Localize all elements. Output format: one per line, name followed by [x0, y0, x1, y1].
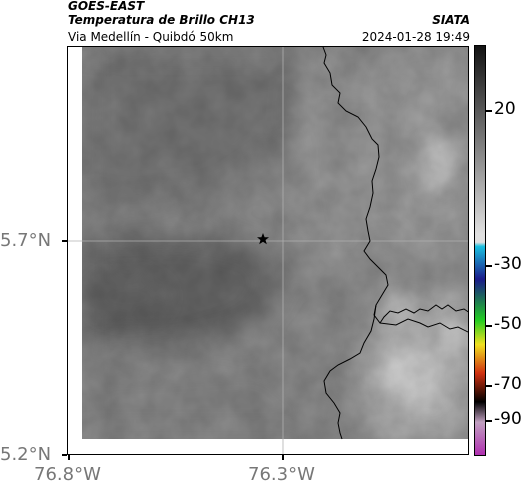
- colorbar-tick: [486, 325, 492, 327]
- region-label: Via Medellín - Quibdó 50km: [68, 30, 234, 44]
- department-border: [322, 47, 468, 333]
- lon-label-76-3: 76.3°W: [248, 464, 315, 485]
- colorbar-label: -70: [494, 374, 522, 394]
- source-label: SIATA: [432, 13, 470, 27]
- product-title: Temperatura de Brillo CH13: [68, 13, 255, 27]
- map-canvas: [68, 47, 468, 454]
- colorbar-label: -50: [494, 314, 522, 334]
- southern-border: [323, 304, 377, 440]
- colorbar-tick: [486, 385, 492, 387]
- colorbar-tick: [486, 420, 492, 422]
- lat-label-5-2: 5.2°N: [0, 444, 52, 465]
- lon-tick: [68, 455, 70, 460]
- star-marker-icon[interactable]: [257, 233, 269, 245]
- lat-tick: [62, 454, 67, 456]
- lat-label-5-7: 5.7°N: [0, 230, 52, 251]
- temperature-colorbar: [474, 45, 486, 456]
- satellite-name: GOES-EAST: [68, 0, 145, 13]
- colorbar-label: 20: [494, 99, 516, 119]
- lon-label-76-8: 76.8°W: [34, 464, 101, 485]
- river-border: [379, 304, 468, 324]
- lat-tick: [62, 240, 67, 242]
- colorbar-label: -90: [494, 409, 522, 429]
- lon-tick: [282, 455, 284, 460]
- datetime-label: 2024-01-28 19:49: [361, 30, 470, 44]
- colorbar-label: -30: [494, 254, 522, 274]
- satellite-map[interactable]: [67, 46, 469, 455]
- colorbar-tick: [486, 265, 492, 267]
- colorbar-tick: [486, 110, 492, 112]
